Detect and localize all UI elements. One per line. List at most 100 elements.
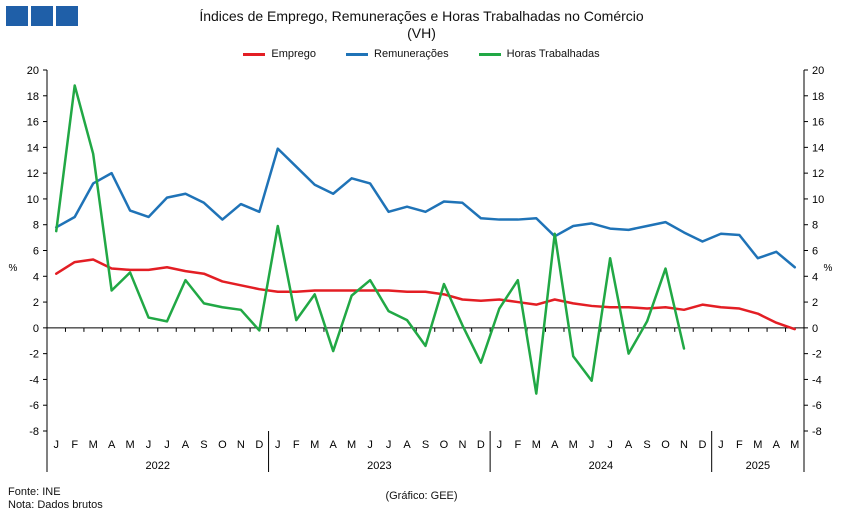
y-tick-label-left: 8 xyxy=(33,220,39,232)
legend-item-horas: Horas Trabalhadas xyxy=(478,48,600,60)
x-tick-label: M xyxy=(125,439,134,451)
x-tick-label: O xyxy=(218,439,227,451)
x-tick-label: M xyxy=(347,439,356,451)
logo-block-2 xyxy=(31,6,53,26)
x-tick-label: D xyxy=(477,439,485,451)
y-tick-label-right: 14 xyxy=(812,142,824,154)
x-tick-label: D xyxy=(255,439,263,451)
x-tick-label: M xyxy=(753,439,762,451)
x-tick-label: S xyxy=(200,439,207,451)
x-tick-label: M xyxy=(89,439,98,451)
legend-item-emprego: Emprego xyxy=(243,48,316,60)
legend-label-remuneracoes: Remunerações xyxy=(374,48,449,60)
y-tick-label-right: 20 xyxy=(812,65,824,77)
x-tick-label: A xyxy=(182,439,190,451)
y-tick-label-right: -2 xyxy=(812,349,822,361)
x-tick-label: J xyxy=(275,439,281,451)
y-tick-label-left: 0 xyxy=(33,323,39,335)
x-tick-label: M xyxy=(790,439,799,451)
legend-swatch-horas xyxy=(478,52,501,56)
x-tick-label: A xyxy=(773,439,781,451)
y-tick-label-left: -6 xyxy=(29,400,39,412)
y-tick-label-left: 10 xyxy=(27,194,39,206)
year-label: 2023 xyxy=(367,460,391,472)
series-line-remunera-es xyxy=(54,147,797,269)
x-tick-label: M xyxy=(310,439,319,451)
year-label: 2024 xyxy=(589,460,613,472)
legend-label-emprego: Emprego xyxy=(271,48,317,60)
y-tick-label-left: -4 xyxy=(29,374,39,386)
series-line-emprego xyxy=(54,258,797,331)
chart-subtitle: (VH) xyxy=(407,25,436,41)
series-line-horas-trabalhadas xyxy=(54,84,686,395)
x-tick-label: O xyxy=(661,439,670,451)
year-label: 2025 xyxy=(746,460,770,472)
x-tick-label: A xyxy=(330,439,338,451)
legend-swatch-remuneracoes xyxy=(346,52,369,56)
x-tick-label: M xyxy=(569,439,578,451)
y-tick-label-right: -6 xyxy=(812,400,822,412)
y-tick-label-left: 18 xyxy=(27,91,39,103)
x-tick-label: O xyxy=(440,439,449,451)
y-tick-label-right: 10 xyxy=(812,194,824,206)
chart-title: Índices de Emprego, Remunerações e Horas… xyxy=(199,8,644,24)
x-tick-label: S xyxy=(422,439,429,451)
x-tick-label: J xyxy=(718,439,724,451)
x-tick-label: J xyxy=(386,439,392,451)
credit-note: (Gráfico: GEE) xyxy=(385,490,458,502)
x-tick-label: J xyxy=(497,439,503,451)
y-tick-label-left: 14 xyxy=(27,142,39,154)
x-tick-label: F xyxy=(514,439,521,451)
x-tick-label: J xyxy=(367,439,373,451)
legend: Emprego Remunerações Horas Trabalhadas xyxy=(0,48,843,60)
logo-block-3 xyxy=(56,6,78,26)
y-tick-label-left: 20 xyxy=(27,65,39,77)
x-tick-label: J xyxy=(589,439,595,451)
x-tick-label: J xyxy=(164,439,170,451)
x-tick-label: M xyxy=(532,439,541,451)
legend-item-remuneracoes: Remunerações xyxy=(346,48,449,60)
x-tick-label: F xyxy=(736,439,743,451)
y-tick-label-left: 6 xyxy=(33,246,39,258)
x-tick-label: F xyxy=(293,439,300,451)
y-tick-label-left: 2 xyxy=(33,297,39,309)
y-axis-label-right: % xyxy=(824,263,833,274)
y-tick-label-right: -8 xyxy=(812,426,822,438)
logo xyxy=(6,6,78,26)
x-tick-label: F xyxy=(71,439,78,451)
logo-block-1 xyxy=(6,6,28,26)
x-tick-label: N xyxy=(458,439,466,451)
x-tick-label: A xyxy=(551,439,559,451)
x-tick-label: N xyxy=(237,439,245,451)
y-tick-label-right: 18 xyxy=(812,91,824,103)
y-tick-label-right: 8 xyxy=(812,220,818,232)
year-label: 2022 xyxy=(146,460,170,472)
x-tick-label: J xyxy=(146,439,152,451)
data-note: Nota: Dados brutos xyxy=(8,499,103,511)
x-tick-label: A xyxy=(625,439,633,451)
y-tick-label-right: 0 xyxy=(812,323,818,335)
x-tick-label: N xyxy=(680,439,688,451)
source-note: Fonte: INE xyxy=(8,486,61,498)
y-tick-label-right: 2 xyxy=(812,297,818,309)
x-tick-label: J xyxy=(607,439,613,451)
y-axis-label-left: % xyxy=(9,263,18,274)
x-tick-label: D xyxy=(698,439,706,451)
y-tick-label-left: 16 xyxy=(27,117,39,129)
y-tick-label-right: 6 xyxy=(812,246,818,258)
x-tick-label: A xyxy=(403,439,411,451)
y-tick-label-right: 12 xyxy=(812,168,824,180)
y-tick-label-left: 4 xyxy=(33,271,39,283)
y-tick-label-left: -2 xyxy=(29,349,39,361)
x-tick-label: S xyxy=(643,439,650,451)
y-tick-label-left: -8 xyxy=(29,426,39,438)
x-tick-label: A xyxy=(108,439,116,451)
x-tick-label: J xyxy=(53,439,59,451)
legend-swatch-emprego xyxy=(243,52,266,56)
y-tick-label-right: 4 xyxy=(812,271,818,283)
y-tick-label-right: 16 xyxy=(812,117,824,129)
y-tick-label-left: 12 xyxy=(27,168,39,180)
legend-label-horas: Horas Trabalhadas xyxy=(506,48,600,60)
y-tick-label-right: -4 xyxy=(812,374,822,386)
